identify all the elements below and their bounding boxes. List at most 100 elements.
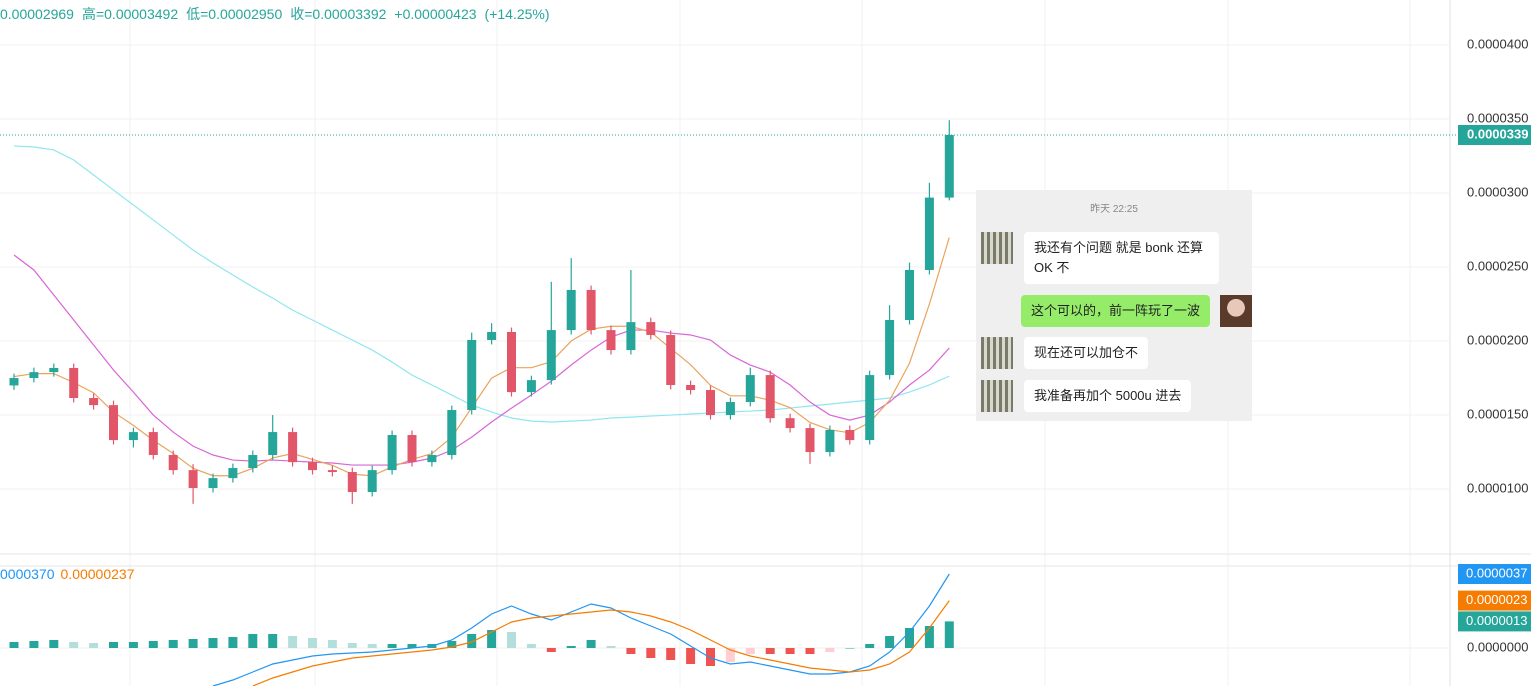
ohlc-legend: 0.00002969 高=0.00003492 低=0.00002950 收=0.00…: [0, 4, 558, 24]
macd-legend-value: 0000370: [0, 566, 55, 582]
candle-body: [825, 429, 835, 453]
candle-body: [706, 390, 715, 416]
candle-body: [905, 269, 914, 321]
histogram-bar: [248, 634, 258, 648]
candle-body: [327, 470, 337, 473]
histogram-bar: [566, 646, 576, 648]
candle-body: [29, 372, 39, 379]
histogram-bar: [686, 648, 696, 664]
histogram-bar: [885, 636, 895, 648]
last-value-box: [1458, 590, 1531, 611]
y-tick-label: 0.0000250: [1467, 258, 1528, 273]
avatar: [981, 380, 1013, 412]
histogram-bar: [387, 644, 397, 648]
histogram-bar: [367, 644, 377, 648]
chat-message: 现在还可以加仓不: [981, 337, 1149, 369]
candle-body: [626, 322, 636, 351]
candle-body: [447, 410, 457, 456]
candle-body: [785, 418, 795, 429]
histogram-bar: [507, 632, 516, 648]
macd-line: [212, 573, 950, 686]
histogram-bar: [626, 648, 636, 654]
last-value-label: 0.0000013: [1466, 613, 1527, 628]
candle-body: [168, 455, 178, 471]
chat-message: 我还有个问题 就是 bonk 还算OK 不: [981, 232, 1219, 284]
histogram-bar: [148, 641, 158, 648]
histogram-bar: [188, 639, 198, 648]
moving-average: [13, 145, 950, 423]
last-value-label: 0.0000037: [1466, 565, 1527, 580]
candle-body: [526, 380, 536, 393]
last-price-label: 0.0000339: [1467, 126, 1528, 141]
candle-body: [148, 432, 158, 456]
histogram-bar: [288, 636, 298, 648]
candle-body: [367, 470, 377, 493]
histogram-bar: [208, 638, 218, 648]
message-bubble: 我还有个问题 就是 bonk 还算OK 不: [1024, 232, 1219, 284]
histogram-bar: [526, 644, 536, 648]
candle-body: [487, 332, 497, 341]
avatar: [981, 232, 1013, 264]
y-tick-label: 0.0000150: [1467, 406, 1528, 421]
avatar: [981, 337, 1013, 369]
candle-body: [467, 340, 477, 411]
candle-body: [89, 398, 99, 406]
candle-body: [725, 402, 735, 416]
histogram-bar: [666, 648, 676, 660]
candle-body: [407, 435, 417, 463]
histogram-bar: [308, 638, 317, 648]
candle-body: [208, 478, 218, 489]
histogram-bar: [128, 642, 138, 648]
y-tick-label: 0.0000350: [1467, 110, 1528, 125]
candle-body: [546, 330, 556, 381]
ohlc-value: +0.00000423: [394, 6, 477, 22]
candle-body: [228, 468, 238, 479]
histogram-bar: [109, 642, 118, 648]
histogram-bar: [89, 643, 99, 648]
macd-legend: 0000370 0.00000237: [0, 566, 140, 582]
histogram-bar: [606, 646, 616, 648]
histogram-bar: [407, 644, 417, 648]
candle-body: [507, 332, 516, 393]
histogram-bar: [944, 621, 954, 648]
ohlc-value: 低=0.00002950: [186, 6, 283, 22]
histogram-bar: [924, 626, 934, 648]
candle-body: [308, 462, 317, 471]
ohlc-value: 高=0.00003492: [81, 6, 179, 22]
candle-body: [128, 432, 138, 441]
candle-body: [49, 367, 59, 373]
macd-line: [252, 600, 950, 686]
candle-body: [586, 289, 596, 331]
histogram-bar: [467, 634, 477, 648]
y-tick-label: 0.0000200: [1467, 332, 1528, 347]
histogram-bar: [9, 642, 19, 648]
candle-body: [109, 405, 118, 441]
last-value-box: [1458, 564, 1531, 584]
message-bubble: 我准备再加个 5000u 进去: [1024, 380, 1192, 412]
candle-body: [805, 428, 815, 453]
candle-body: [745, 375, 755, 403]
histogram-bar: [49, 640, 59, 648]
histogram-bar: [546, 648, 556, 652]
y-tick-label: 0.0000300: [1467, 184, 1528, 199]
ohlc-value: (+14.25%): [484, 6, 550, 22]
candle-body: [387, 435, 397, 471]
candle-body: [288, 432, 298, 463]
histogram-bar: [168, 640, 178, 648]
histogram-bar: [905, 628, 914, 648]
candle-body: [347, 472, 357, 493]
ohlc-value: 0.00002969: [0, 6, 74, 22]
histogram-bar: [825, 648, 835, 652]
candle-body: [606, 330, 616, 351]
message-bubble: 这个可以的，前一阵玩了一波: [1020, 295, 1210, 327]
candle-body: [666, 334, 676, 385]
candle-body: [427, 455, 437, 463]
moving-average: [13, 237, 950, 477]
candle-body: [944, 134, 954, 198]
histogram-bar: [69, 642, 79, 648]
histogram-bar: [785, 648, 795, 654]
candle-body: [248, 455, 258, 469]
histogram-bar: [347, 643, 357, 648]
histogram-bar: [228, 637, 238, 648]
y-tick-label: 0.0000100: [1467, 480, 1528, 495]
